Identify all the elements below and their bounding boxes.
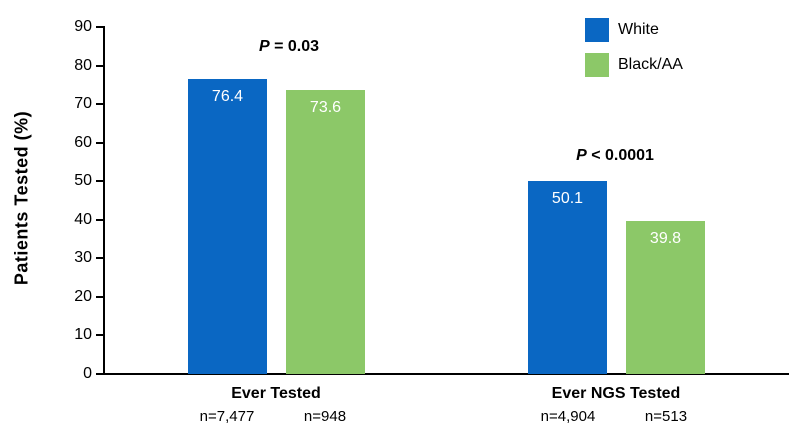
n-count-black-aa-ever-ngs-tested: n=513 <box>644 408 688 425</box>
y-tick <box>96 141 104 144</box>
y-tick-label: 0 <box>83 365 92 382</box>
y-tick-label: 10 <box>74 326 92 344</box>
y-tick <box>96 295 104 298</box>
bar-value-label: 73.6 <box>309 99 342 117</box>
y-tick-label: 20 <box>74 287 92 305</box>
x-axis-line <box>103 373 789 375</box>
legend-swatch-white <box>585 18 609 42</box>
y-axis-line <box>103 26 105 375</box>
n-count-white-ever-tested: n=7,477 <box>199 408 255 425</box>
p-value-text: = 0.03 <box>269 38 320 55</box>
bar-white-group-1: 50.1 <box>528 180 607 374</box>
p-value-ever-tested: P = 0.03 <box>259 38 319 56</box>
n-count-black-aa-ever-tested: n=948 <box>303 408 347 425</box>
y-tick <box>96 334 104 337</box>
y-tick <box>96 64 104 67</box>
y-tick-label: 40 <box>74 210 92 228</box>
legend-label-white: White <box>618 21 659 38</box>
category-label-ever-tested: Ever Tested <box>231 385 321 402</box>
legend-item-black-aa: Black/AA <box>585 53 683 77</box>
y-tick <box>96 218 104 221</box>
bar-value-label: 76.4 <box>211 88 244 106</box>
legend: White Black/AA <box>585 18 683 88</box>
bar-white-group-0: 76.4 <box>188 79 267 374</box>
y-tick-label: 70 <box>74 95 92 113</box>
y-tick <box>96 26 104 28</box>
y-tick-label: 50 <box>74 172 92 190</box>
y-tick <box>96 373 104 375</box>
y-tick-label: 90 <box>74 18 92 35</box>
bar-value-label: 50.1 <box>551 189 584 207</box>
p-value-text: < 0.0001 <box>586 147 654 164</box>
p-value-ever-ngs-tested: P < 0.0001 <box>576 147 654 165</box>
p-value-symbol: P <box>258 38 270 55</box>
legend-label-black-aa: Black/AA <box>618 56 683 73</box>
bar-black-aa-group-1: 39.8 <box>626 220 705 374</box>
n-count-white-ever-ngs-tested: n=4,904 <box>540 408 596 425</box>
y-tick <box>96 257 104 260</box>
y-tick <box>96 103 104 106</box>
y-tick-label: 80 <box>74 56 92 74</box>
y-tick <box>96 180 104 183</box>
p-value-symbol: P <box>576 147 587 164</box>
category-label-ever-ngs-tested: Ever NGS Tested <box>551 385 681 402</box>
y-tick-label: 30 <box>74 249 92 267</box>
legend-swatch-black-aa <box>585 53 609 77</box>
bar-value-label: 39.8 <box>649 229 682 247</box>
y-tick-label: 60 <box>74 133 92 151</box>
bar-black-aa-group-0: 73.6 <box>286 90 365 374</box>
legend-item-white: White <box>585 18 683 42</box>
